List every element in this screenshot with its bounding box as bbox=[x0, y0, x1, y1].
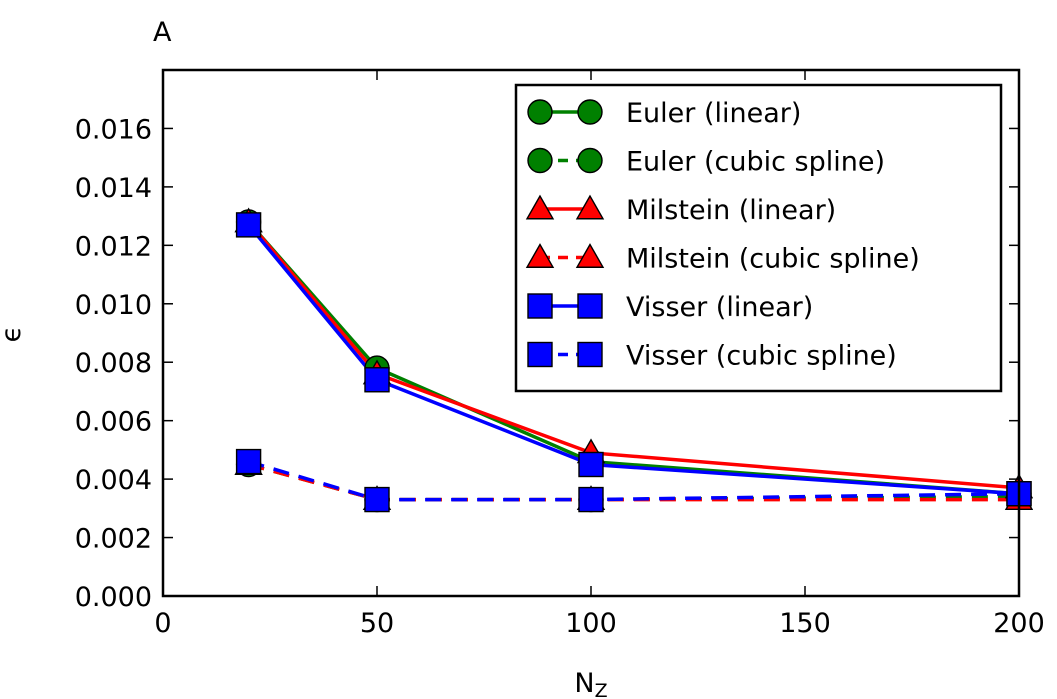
y-tick-label: 0.014 bbox=[75, 173, 152, 204]
legend-box bbox=[514, 83, 1003, 393]
x-axis-label: NZ bbox=[574, 668, 607, 699]
legend-marker bbox=[527, 99, 553, 125]
series-lines bbox=[247, 220, 1020, 502]
legend-marker bbox=[525, 194, 555, 220]
y-tick-label: 0.006 bbox=[75, 407, 152, 438]
y-tick-label: 0.008 bbox=[75, 348, 152, 379]
legend-marker bbox=[527, 293, 553, 319]
series-line-5 bbox=[247, 223, 1020, 496]
data-point bbox=[578, 451, 604, 478]
panel-label: A bbox=[153, 17, 172, 48]
legend-marker bbox=[575, 243, 605, 268]
data-point bbox=[578, 486, 604, 513]
data-point bbox=[235, 448, 262, 475]
x-tick-label: 200 bbox=[993, 608, 1045, 639]
legend-label: Milstein (linear) bbox=[626, 195, 836, 226]
data-point bbox=[364, 367, 390, 393]
legend-marker bbox=[577, 147, 603, 174]
y-axis-label: ϵ bbox=[0, 326, 27, 343]
legend-label: Euler (cubic spline) bbox=[626, 147, 885, 178]
legend-marker bbox=[577, 341, 603, 368]
y-tick-label: 0.000 bbox=[75, 582, 152, 613]
legend-label: Euler (linear) bbox=[626, 98, 801, 129]
legend-marker bbox=[575, 194, 605, 220]
data-point bbox=[364, 486, 390, 513]
y-tick-label: 0.004 bbox=[75, 465, 152, 496]
legend-label: Visser (linear) bbox=[626, 292, 813, 323]
x-tick-label: 50 bbox=[360, 608, 394, 639]
data-point bbox=[235, 212, 262, 238]
legend-marker bbox=[527, 147, 553, 174]
legend-marker bbox=[525, 243, 555, 268]
legend-marker bbox=[577, 99, 603, 125]
series-line-3 bbox=[247, 220, 1020, 490]
y-tick-label: 0.012 bbox=[75, 231, 152, 262]
legend-label: Visser (cubic spline) bbox=[626, 341, 897, 372]
legend: Euler (linear) Euler (cubic spline) Milste… bbox=[514, 83, 1003, 393]
legend-label: Milstein (cubic spline) bbox=[626, 244, 920, 275]
legend-marker bbox=[577, 293, 603, 319]
axes-ticks: 0 50 100 150 200 0.000 0.002 0.004 0.006 0.008 0.0… bbox=[75, 70, 1045, 639]
y-tick-label: 0.016 bbox=[75, 114, 152, 145]
legend-marker bbox=[527, 341, 553, 368]
x-tick-label: 0 bbox=[154, 608, 171, 639]
y-tick-label: 0.010 bbox=[75, 290, 152, 321]
y-tick-label: 0.002 bbox=[75, 524, 152, 555]
series-line-6 bbox=[248, 459, 1020, 502]
x-tick-label: 150 bbox=[779, 608, 831, 639]
x-tick-label: 100 bbox=[565, 608, 617, 639]
